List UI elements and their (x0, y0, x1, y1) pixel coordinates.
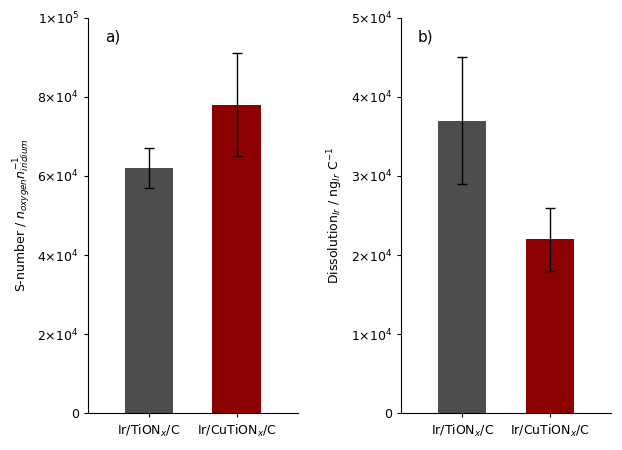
Bar (526, 239, 573, 413)
Y-axis label: S-number / $n_{oxygen}n_{iridium}^{-1}$: S-number / $n_{oxygen}n_{iridium}^{-1}$ (11, 139, 32, 292)
Bar (213, 105, 261, 413)
Text: b): b) (418, 30, 434, 45)
Bar (125, 168, 173, 413)
Text: a): a) (104, 30, 120, 45)
Y-axis label: Dissolution$_{Ir}$ / ng$_{Ir}$ C$^{-1}$: Dissolution$_{Ir}$ / ng$_{Ir}$ C$^{-1}$ (325, 147, 345, 284)
Bar (439, 121, 486, 413)
